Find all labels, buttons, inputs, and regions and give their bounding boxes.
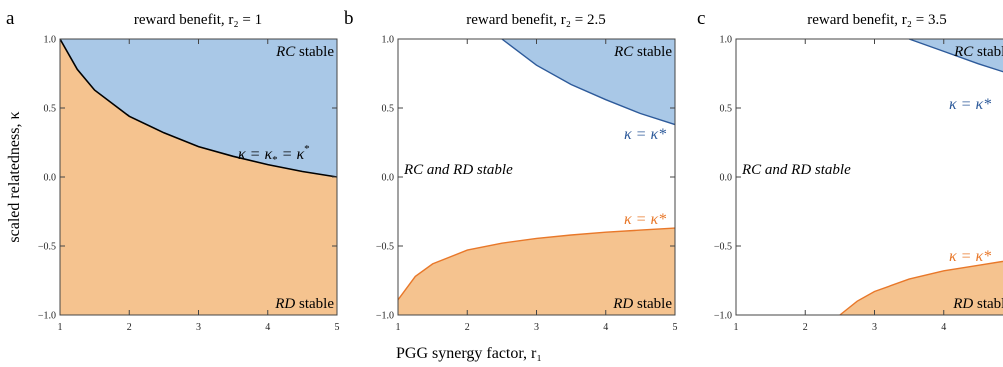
- region-label-rd: RD stable: [952, 296, 1003, 312]
- region-label-rd: RD stable: [612, 296, 672, 312]
- x-tick-label: 3: [872, 322, 877, 333]
- region-label-rc: RC stable: [613, 44, 672, 60]
- region-label-bistable: RC and RD stable: [403, 162, 513, 178]
- series-line-lower: [839, 260, 1003, 316]
- y-tick-label: −1.0: [38, 311, 56, 322]
- y-tick-label: 0.0: [720, 173, 733, 184]
- x-tick-label: 4: [265, 322, 270, 333]
- y-tick-label: 1.0: [382, 35, 395, 46]
- region-rd-fill: [839, 261, 1003, 315]
- plot-layer: [59, 38, 338, 316]
- panel-letter: a: [6, 8, 15, 29]
- curve-label-upper: κ = κ*: [624, 126, 666, 143]
- plot-area: −1.0 −0.5 0.0 0.5 1.0 1 2 3 4 5: [38, 35, 340, 334]
- x-tick-label: 1: [396, 322, 401, 333]
- panel-c: c reward benefit, r₂ = 3.5 −1.0 −0.5 0.0 0.…: [697, 8, 1003, 333]
- panel-a: a reward benefit, r₂ = 1 −1.0 −0.5 0.0 0.5 1…: [6, 8, 340, 333]
- x-tick-label: 2: [127, 322, 132, 333]
- y-tick-label: 0.5: [720, 104, 733, 115]
- plot-layer: [397, 38, 676, 316]
- curve-label-upper: κ = κ*: [949, 96, 991, 113]
- x-axis-title: PGG synergy factor, r₁: [396, 345, 542, 362]
- x-tick-label: 1: [58, 322, 63, 333]
- y-tick-label: −0.5: [38, 242, 56, 253]
- region-label-rc: RC stable: [953, 44, 1003, 60]
- x-tick-label: 4: [941, 322, 946, 333]
- series-line-upper: [908, 38, 1003, 73]
- x-tick-label: 2: [803, 322, 808, 333]
- y-tick-label: 0.0: [382, 173, 395, 184]
- y-tick-label: 1.0: [44, 35, 57, 46]
- x-tick-label: 5: [335, 322, 340, 333]
- panel-title: reward benefit, r₂ = 2.5: [466, 12, 605, 28]
- region-rc-fill: [501, 39, 675, 125]
- y-tick-label: 0.5: [382, 104, 395, 115]
- x-tick-label: 2: [465, 322, 470, 333]
- y-tick-label: 1.0: [720, 35, 733, 46]
- x-tick-label: 4: [603, 322, 608, 333]
- series-line-lower: [397, 227, 676, 301]
- plot-layer: [735, 38, 1003, 316]
- x-tick-label: 3: [534, 322, 539, 333]
- region-rd-fill: [60, 39, 337, 315]
- region-rc-fill: [60, 39, 337, 177]
- panel-b: b reward benefit, r₂ = 2.5 −1.0 −0.5 0.0 0.…: [344, 8, 678, 333]
- region-rd-fill: [398, 228, 675, 315]
- series-line-upper: [501, 38, 676, 126]
- y-axis-title: scaled relatedness, κ: [6, 111, 23, 242]
- panel-title: reward benefit, r₂ = 1: [134, 12, 262, 28]
- boundary-line: [59, 38, 338, 178]
- region-label-rc: RC stable: [275, 44, 334, 60]
- region-label-bistable: RC and RD stable: [741, 162, 851, 178]
- curve-label-lower: κ = κ*: [949, 248, 991, 265]
- x-tick-label: 5: [673, 322, 678, 333]
- y-tick-label: −1.0: [714, 311, 732, 322]
- plot-area: −1.0 −0.5 0.0 0.5 1.0 1 2 3 4 5: [376, 35, 678, 334]
- y-tick-label: −0.5: [714, 242, 732, 253]
- plot-area: −1.0 −0.5 0.0 0.5 1.0 1 2 3 4: [714, 35, 1003, 333]
- y-tick-label: 0.0: [44, 173, 57, 184]
- y-tick-label: −0.5: [376, 242, 394, 253]
- curve-label-lower: κ = κ*: [624, 211, 666, 228]
- region-label-rd: RD stable: [274, 296, 334, 312]
- panel-title: reward benefit, r₂ = 3.5: [807, 12, 946, 28]
- y-tick-label: 0.5: [44, 104, 57, 115]
- x-tick-label: 1: [734, 322, 739, 333]
- x-tick-label: 3: [196, 322, 201, 333]
- curve-annotation: κ = κ* = κ*: [238, 143, 310, 166]
- panel-letter: c: [697, 8, 705, 29]
- y-tick-label: −1.0: [376, 311, 394, 322]
- panel-letter: b: [344, 8, 354, 29]
